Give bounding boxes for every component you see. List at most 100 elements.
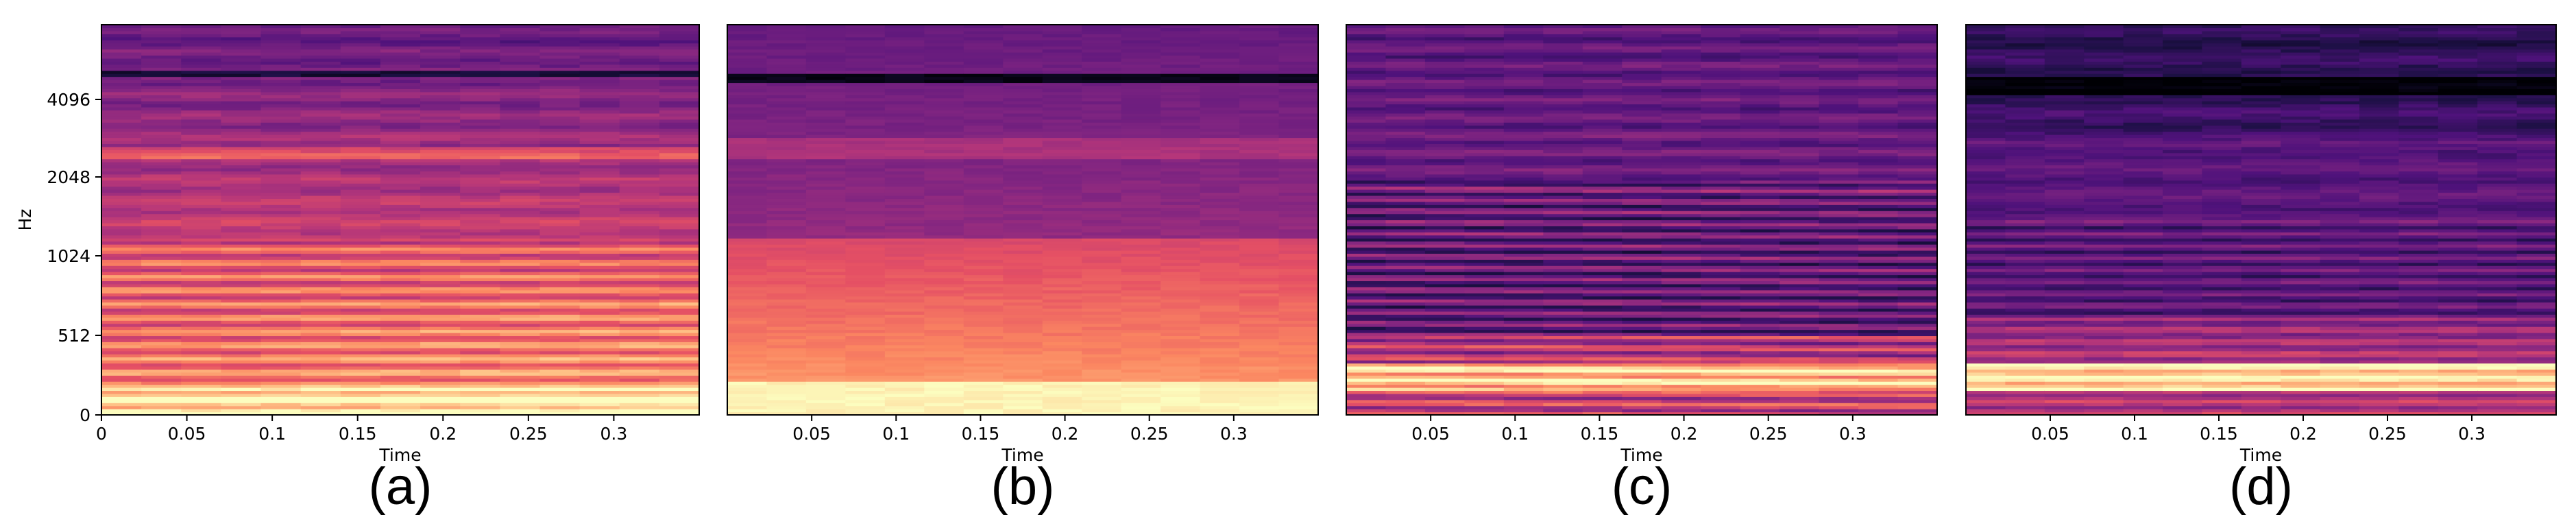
heatmap-cell <box>1239 58 1280 62</box>
heatmap-cell <box>884 30 925 34</box>
heatmap-cell <box>300 219 341 224</box>
heatmap-cell <box>300 247 341 251</box>
heatmap-cell <box>766 350 807 355</box>
heatmap-cell <box>1082 128 1122 132</box>
heatmap-cell <box>1278 272 1319 276</box>
heatmap-cell <box>221 232 262 236</box>
heatmap-cell <box>500 167 541 171</box>
heatmap-cell <box>340 80 381 84</box>
heatmap-cell <box>141 95 182 99</box>
heatmap-cell <box>1161 232 1201 236</box>
heatmap-cell <box>380 183 421 187</box>
heatmap-cell <box>181 58 221 62</box>
heatmap-cell <box>1161 204 1201 208</box>
heatmap-cell <box>1239 165 1280 169</box>
heatmap-cell <box>1582 46 1623 50</box>
heatmap-cell <box>579 381 620 385</box>
heatmap-cell <box>420 272 461 276</box>
heatmap-cell <box>579 52 620 56</box>
heatmap-cell <box>1464 137 1505 141</box>
heatmap-cell <box>1200 314 1240 318</box>
heatmap-cell <box>300 91 341 95</box>
heatmap-cell <box>181 287 221 291</box>
heatmap-cell <box>380 64 421 68</box>
heatmap-cell <box>300 289 341 294</box>
heatmap-cell <box>500 381 541 385</box>
heatmap-cell <box>221 85 262 89</box>
heatmap-cell <box>1503 222 1544 226</box>
heatmap-cell <box>1543 140 1583 144</box>
heatmap-cell <box>963 55 1004 59</box>
heatmap-cell <box>340 101 381 105</box>
heatmap-cell <box>1082 409 1122 413</box>
heatmap-cell <box>1622 405 1662 409</box>
heatmap-cell <box>579 165 620 169</box>
heatmap-cell <box>845 247 886 251</box>
heatmap-cell <box>539 137 581 141</box>
heatmap-cell <box>1121 320 1161 324</box>
heatmap-cell <box>340 308 381 312</box>
heatmap-cell <box>727 73 768 77</box>
heatmap-cell <box>963 125 1004 129</box>
heatmap-cell <box>1464 171 1505 175</box>
heatmap-cell <box>659 311 700 315</box>
heatmap-cell <box>1278 34 1319 38</box>
heatmap-cell <box>260 201 302 205</box>
heatmap-cell <box>380 25 421 29</box>
heatmap-cell <box>884 289 925 294</box>
heatmap-cell <box>727 332 768 337</box>
heatmap-cell <box>1082 302 1122 306</box>
heatmap-cell <box>1622 277 1662 282</box>
heatmap-cell <box>141 82 182 86</box>
heatmap-cell <box>1003 232 1043 236</box>
heatmap-cell <box>539 207 581 211</box>
heatmap-cell <box>539 134 581 139</box>
heatmap-cell <box>500 403 541 407</box>
heatmap-cell <box>221 152 262 156</box>
heatmap-cell <box>1161 363 1201 367</box>
heatmap-cell <box>1661 311 1701 315</box>
heatmap-cell <box>659 228 700 232</box>
heatmap-cell <box>1503 359 1544 364</box>
heatmap-cell <box>579 119 620 123</box>
heatmap-cell <box>727 314 768 318</box>
heatmap-cell <box>1424 150 1465 154</box>
heatmap-cell <box>300 146 341 150</box>
heatmap-cell <box>539 403 581 407</box>
heatmap-cell <box>420 165 461 169</box>
heatmap-cell <box>221 150 262 154</box>
heatmap-cell <box>1346 265 1387 270</box>
heatmap-cell <box>1003 36 1043 40</box>
heatmap-cell <box>221 140 262 144</box>
heatmap-cell <box>1424 49 1465 53</box>
heatmap-cell <box>260 323 302 327</box>
heatmap-cell <box>1121 131 1161 135</box>
heatmap-cell <box>1424 25 1465 29</box>
heatmap-cell <box>260 91 302 95</box>
heatmap-cell <box>1424 244 1465 248</box>
heatmap-cell <box>380 283 421 287</box>
heatmap-cell <box>101 80 142 84</box>
heatmap-cell <box>181 207 221 211</box>
heatmap-cell <box>1003 354 1043 358</box>
heatmap-cell <box>1464 357 1505 361</box>
heatmap-cell <box>1543 180 1583 184</box>
heatmap-cell <box>1239 244 1280 248</box>
heatmap-cell <box>1622 253 1662 257</box>
heatmap-cell <box>1503 192 1544 196</box>
heatmap-cell <box>1161 226 1201 230</box>
heatmap-cell <box>884 272 925 276</box>
heatmap-cell <box>1082 396 1122 401</box>
heatmap-cell <box>1622 201 1662 205</box>
heatmap-cell <box>805 342 846 346</box>
heatmap-cell <box>101 143 142 147</box>
heatmap-cell <box>1239 235 1280 239</box>
heatmap-cell <box>1082 299 1122 303</box>
heatmap-cell <box>141 375 182 379</box>
heatmap-cell <box>619 217 660 221</box>
heatmap-cell <box>221 76 262 80</box>
heatmap-cell <box>181 314 221 318</box>
heatmap-cell <box>539 85 581 89</box>
heatmap-cell <box>963 91 1004 95</box>
heatmap-cell <box>845 311 886 315</box>
